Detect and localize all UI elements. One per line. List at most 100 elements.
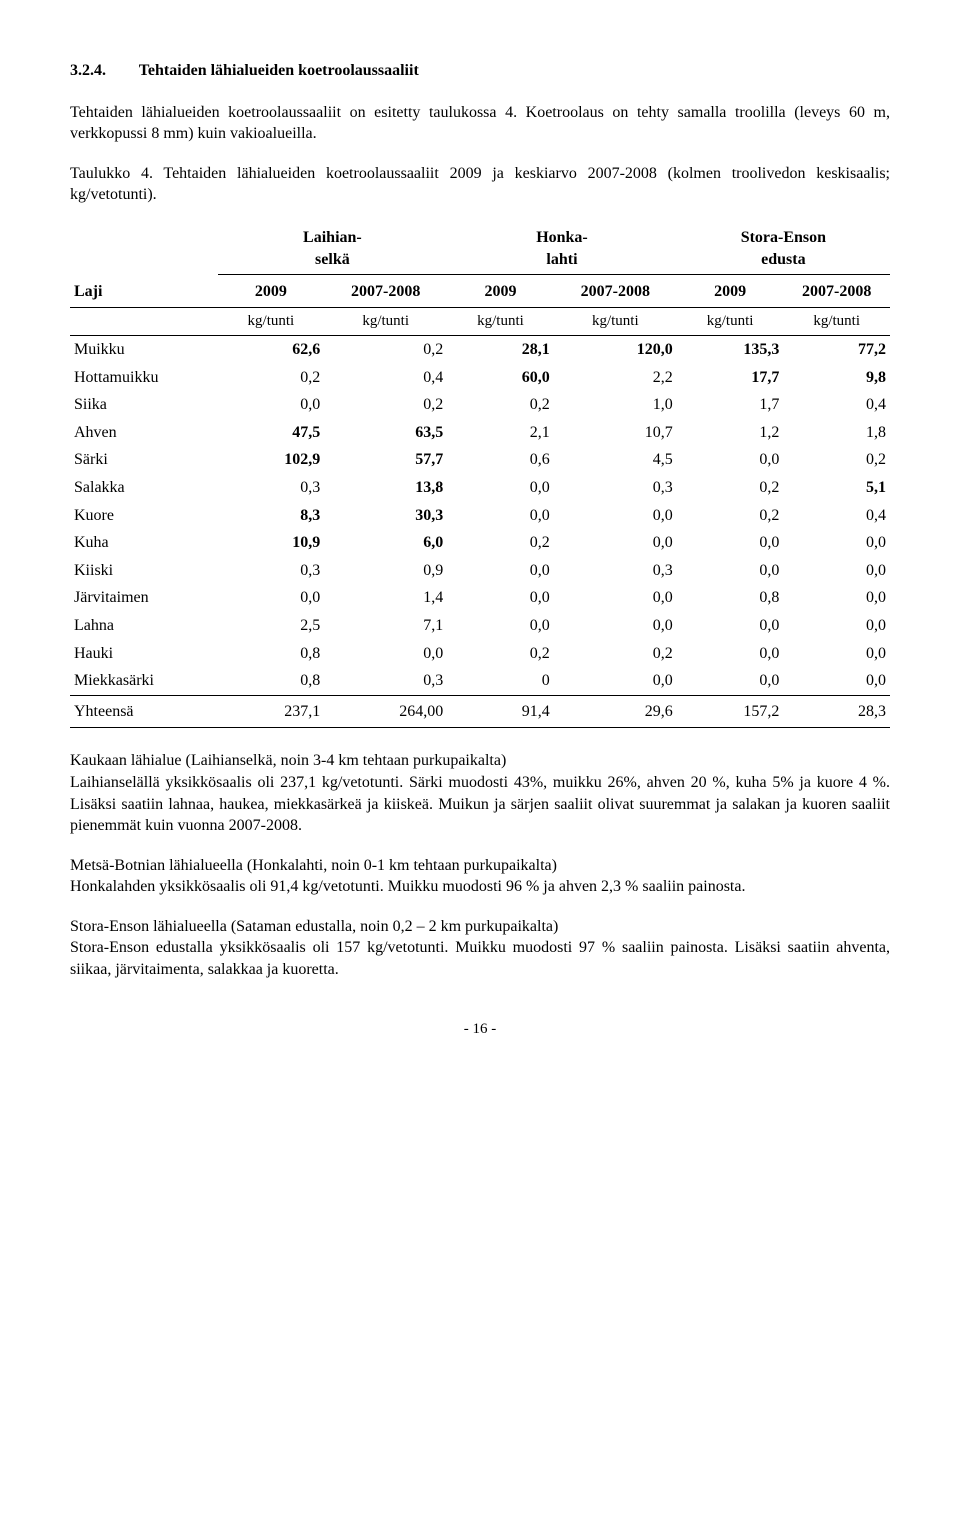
table-row: Muikku62,60,228,1120,0135,377,2 [70, 336, 890, 364]
table-row: Salakka0,313,80,00,30,25,1 [70, 474, 890, 502]
table-row: Lahna2,57,10,00,00,00,0 [70, 612, 890, 640]
table-cell: 0,0 [677, 557, 784, 585]
table-cell: 0,2 [677, 474, 784, 502]
table-cell: 1,7 [677, 391, 784, 419]
table-cell: 0,3 [218, 557, 325, 585]
table-unit-header: kg/tunti [447, 307, 554, 335]
table-cell: 157,2 [677, 695, 784, 728]
subsection-heading: Metsä-Botnian lähialueella (Honkalahti, … [70, 855, 890, 877]
table-col-header: Laji [70, 275, 218, 308]
table-row: Miekkasärki0,80,300,00,00,0 [70, 667, 890, 695]
section-heading: 3.2.4. Tehtaiden lähialueiden koetroolau… [70, 60, 890, 82]
table-cell: 1,4 [324, 584, 447, 612]
row-label: Muikku [70, 336, 218, 364]
table-unit-header: kg/tunti [677, 307, 784, 335]
row-label: Kuore [70, 502, 218, 530]
table-cell: 29,6 [554, 695, 677, 728]
data-table: Laihian-selkäHonka-lahtiStora-Ensonedust… [70, 224, 890, 728]
row-label: Hottamuikku [70, 364, 218, 392]
table-cell: 0,4 [324, 364, 447, 392]
table-cell: 60,0 [447, 364, 554, 392]
table-cell: 0,2 [324, 391, 447, 419]
table-row: Ahven47,563,52,110,71,21,8 [70, 419, 890, 447]
body-paragraph: Honkalahden yksikkösaalis oli 91,4 kg/ve… [70, 876, 890, 898]
table-cell: 7,1 [324, 612, 447, 640]
table-cell: 0,2 [447, 640, 554, 668]
table-cell: 0,2 [447, 391, 554, 419]
table-cell: 0,8 [218, 667, 325, 695]
row-label: Hauki [70, 640, 218, 668]
table-unit-header: kg/tunti [554, 307, 677, 335]
table-cell: 2,5 [218, 612, 325, 640]
table-row: Kiiski0,30,90,00,30,00,0 [70, 557, 890, 585]
subsection-heading: Kaukaan lähialue (Laihianselkä, noin 3-4… [70, 750, 890, 772]
table-row: Kuore8,330,30,00,00,20,4 [70, 502, 890, 530]
table-cell: 0,0 [783, 557, 890, 585]
table-cell: 0,0 [783, 612, 890, 640]
section-number: 3.2.4. [70, 60, 135, 82]
table-cell: 4,5 [554, 446, 677, 474]
table-cell: 0,3 [218, 474, 325, 502]
table-cell: 17,7 [677, 364, 784, 392]
table-unit-header: kg/tunti [218, 307, 325, 335]
table-col-header: 2009 [447, 275, 554, 308]
table-cell: 264,00 [324, 695, 447, 728]
table-cell: 0,0 [554, 584, 677, 612]
table-cell: 0,0 [554, 612, 677, 640]
table-cell: 0,0 [677, 640, 784, 668]
table-cell: 63,5 [324, 419, 447, 447]
table-unit-header: kg/tunti [324, 307, 447, 335]
table-cell: 102,9 [218, 446, 325, 474]
table-cell: 28,3 [783, 695, 890, 728]
table-cell: 0,0 [783, 640, 890, 668]
table-cell: 0,0 [447, 612, 554, 640]
page-number: - 16 - [70, 1019, 890, 1039]
row-label: Miekkasärki [70, 667, 218, 695]
table-cell: 62,6 [218, 336, 325, 364]
table-cell: 0,0 [447, 557, 554, 585]
table-group-header: Honka-lahti [447, 224, 677, 275]
table-cell: 77,2 [783, 336, 890, 364]
table-cell: 9,8 [783, 364, 890, 392]
table-row: Kuha10,96,00,20,00,00,0 [70, 529, 890, 557]
row-label: Siika [70, 391, 218, 419]
table-cell: 0,0 [554, 667, 677, 695]
table-cell: 2,2 [554, 364, 677, 392]
table-cell: 0,0 [554, 502, 677, 530]
table-row: Hauki0,80,00,20,20,00,0 [70, 640, 890, 668]
table-cell: 0 [447, 667, 554, 695]
section-title: Tehtaiden lähialueiden koetroolaussaalii… [139, 62, 419, 79]
table-cell: 0,3 [554, 474, 677, 502]
table-cell: 237,1 [218, 695, 325, 728]
table-cell: 0,0 [677, 529, 784, 557]
table-col-header: 2009 [218, 275, 325, 308]
row-label: Lahna [70, 612, 218, 640]
table-col-header: 2009 [677, 275, 784, 308]
table-cell: 0,0 [677, 612, 784, 640]
table-cell: 0,0 [783, 667, 890, 695]
table-cell: 0,0 [677, 446, 784, 474]
table-cell: 1,2 [677, 419, 784, 447]
table-cell: 1,0 [554, 391, 677, 419]
table-cell: 0,2 [554, 640, 677, 668]
table-cell: 0,8 [218, 640, 325, 668]
table-cell: 2,1 [447, 419, 554, 447]
table-cell: 47,5 [218, 419, 325, 447]
table-cell: 0,2 [677, 502, 784, 530]
table-col-header: 2007-2008 [783, 275, 890, 308]
table-cell: 0,0 [554, 529, 677, 557]
table-cell: 13,8 [324, 474, 447, 502]
table-cell: 0,2 [447, 529, 554, 557]
table-cell: 0,2 [324, 336, 447, 364]
table-row: Siika0,00,20,21,01,70,4 [70, 391, 890, 419]
row-label: Ahven [70, 419, 218, 447]
table-group-header: Laihian-selkä [218, 224, 448, 275]
row-label: Särki [70, 446, 218, 474]
table-cell: 1,8 [783, 419, 890, 447]
table-group-header: Stora-Ensonedusta [677, 224, 890, 275]
table-cell: 0,0 [324, 640, 447, 668]
body-paragraph: Laihianselällä yksikkösaalis oli 237,1 k… [70, 772, 890, 837]
subsection-heading: Stora-Enson lähialueella (Sataman edusta… [70, 916, 890, 938]
table-cell: 0,0 [447, 474, 554, 502]
row-label: Kiiski [70, 557, 218, 585]
